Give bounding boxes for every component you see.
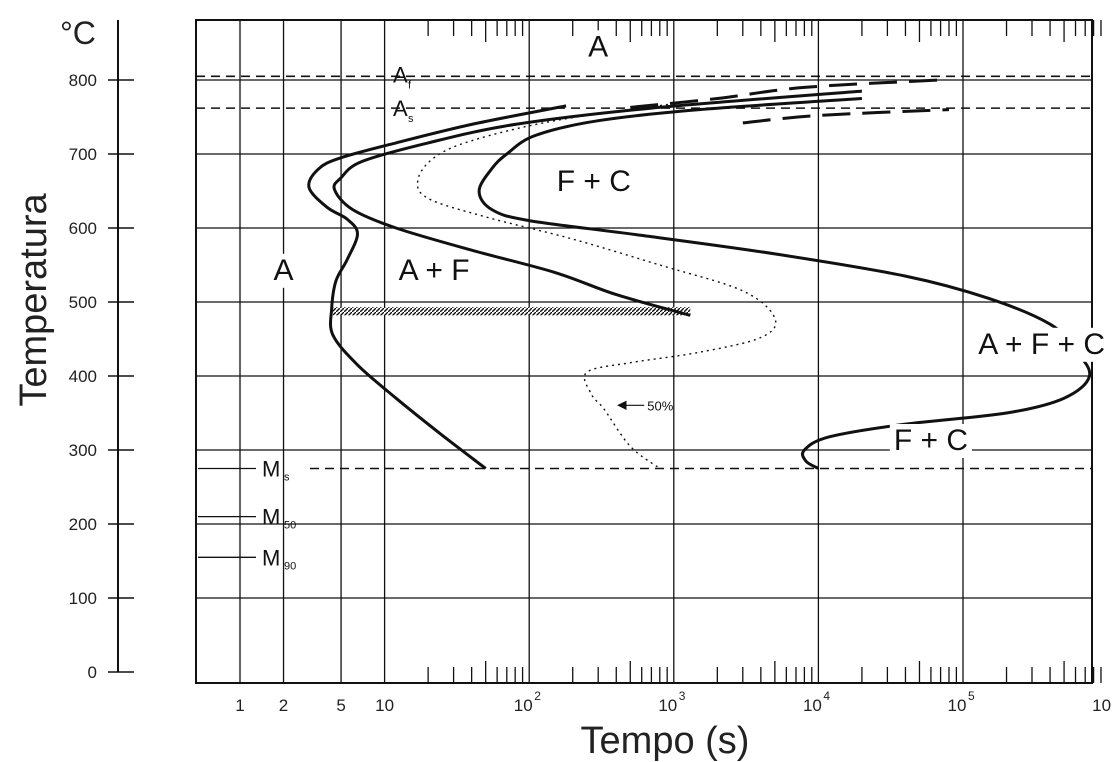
x-tick-exponent: 5: [968, 689, 975, 703]
hatched-band: [333, 307, 691, 316]
x-tick-label: 5: [336, 696, 345, 715]
reference-label-M50: M: [262, 505, 280, 530]
region-label: A + F: [399, 254, 470, 287]
x-tick-label: 10: [948, 696, 967, 715]
annotation-label: 50%: [647, 398, 673, 413]
y-tick-label: 700: [69, 145, 97, 164]
y-tick-label: 0: [88, 663, 97, 682]
y-tick-label: 400: [69, 367, 97, 386]
y-axis-unit: °C: [60, 15, 96, 51]
reference-sub-M90: 90: [284, 560, 296, 572]
region-label-bg: [394, 253, 474, 288]
curve-dotted-3: [416, 103, 777, 470]
y-tick-label: 600: [69, 219, 97, 238]
region-label-bg: [889, 424, 973, 458]
y-tick-label: 800: [69, 71, 97, 90]
region-label-bg: [269, 253, 298, 288]
x-tick-label: 10: [375, 696, 394, 715]
minor-ticks: [427, 20, 1102, 683]
region-label-bg: [552, 165, 635, 199]
y-axis-title: Temperatura: [13, 192, 55, 406]
reference-sub-As: s: [408, 113, 414, 125]
region-label: A + F + C: [978, 328, 1105, 361]
curve-dashed-4: [630, 78, 941, 109]
y-tick-label: 100: [69, 589, 97, 608]
x-tick-exponent: 3: [679, 689, 686, 703]
plot-frame: [195, 19, 1093, 684]
x-axis-title: Tempo (s): [581, 720, 750, 762]
x-tick-label: 10: [803, 696, 822, 715]
y-axis: 0 100 200 300 400 500 600 700 800: [69, 20, 134, 682]
reference-sub-M50: 50: [284, 520, 296, 532]
y-tick-label: 500: [69, 293, 97, 312]
x-tick-label: 10: [514, 696, 533, 715]
curve-dashed-5: [742, 108, 950, 125]
x-tick-exponent: 2: [534, 689, 541, 703]
region-label: F + C: [894, 424, 968, 457]
region-labels: A F + C A A + F A + F + C F + C 50%: [269, 30, 1110, 458]
hatched-band-group: [333, 307, 691, 316]
region-label: A: [588, 30, 608, 63]
x-tick-label: 2: [279, 696, 288, 715]
curve-solid-0: [307, 104, 567, 470]
reference-label-As: A: [393, 96, 408, 121]
x-tick-label: 1: [235, 696, 244, 715]
reference-sub-Ms: s: [284, 472, 290, 484]
region-label: A: [274, 254, 294, 287]
reference-label-Af: A: [393, 62, 408, 87]
curve-solid-1: [332, 89, 863, 317]
x-tick-label: 10: [1092, 696, 1111, 715]
x-tick-label: 10: [658, 696, 677, 715]
reference-sub-Af: f: [408, 79, 412, 91]
x-axis: 12510102103104105106: [235, 689, 1113, 715]
reference-label-M90: M: [262, 545, 280, 570]
region-label-bg: [974, 327, 1110, 362]
region-label-bg: [584, 30, 613, 65]
y-tick-label: 200: [69, 515, 97, 534]
region-label: F + C: [557, 165, 631, 198]
x-tick-exponent: 4: [823, 689, 830, 703]
reference-label-Ms: M: [262, 457, 280, 482]
grid: [196, 20, 1092, 683]
y-tick-label: 300: [69, 441, 97, 460]
